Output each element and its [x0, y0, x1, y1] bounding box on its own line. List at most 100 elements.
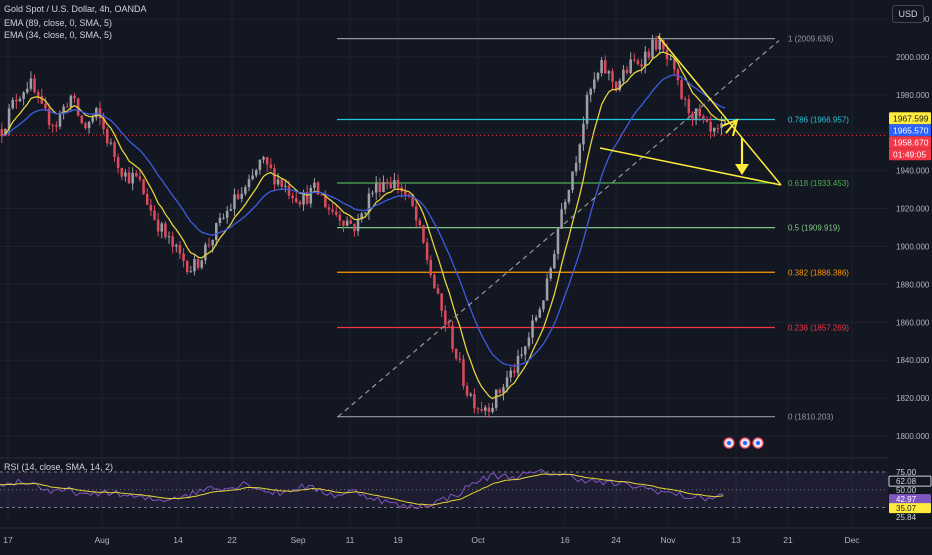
candle-body — [687, 99, 691, 114]
candle-body — [196, 259, 200, 268]
price-label-box — [889, 148, 931, 161]
candle-body — [120, 167, 124, 177]
candle-body — [371, 192, 374, 194]
candle-body — [338, 214, 342, 221]
candles — [0, 32, 727, 418]
candle-body — [236, 194, 240, 199]
candle-body — [244, 187, 247, 194]
candle-body — [156, 219, 160, 232]
candle-body — [309, 187, 313, 204]
candle-body — [473, 394, 476, 409]
candle-body — [200, 260, 204, 268]
grid — [0, 0, 932, 525]
candle-body — [294, 198, 298, 202]
candle-body — [454, 348, 458, 359]
candle-body — [149, 204, 153, 211]
wedge-upper-line — [657, 35, 782, 186]
candle-body — [502, 387, 505, 393]
candle-body — [0, 128, 4, 136]
candle-body — [640, 64, 643, 67]
rsi-tick-label: 62.08 — [896, 477, 917, 486]
candle-body — [229, 209, 233, 211]
time-tick-label: 14 — [173, 535, 183, 545]
candle-body — [527, 337, 531, 347]
fib-level-label: 0.786 (1966.957) — [788, 116, 849, 125]
candle-body — [654, 39, 658, 50]
candle-body — [262, 157, 265, 160]
candle-body — [578, 144, 582, 163]
candle-body — [349, 220, 353, 224]
price-label-text: 1958.670 — [893, 137, 929, 147]
candle-body — [251, 175, 254, 180]
ema34-line — [1, 51, 726, 400]
candle-body — [723, 122, 727, 124]
time-tick-label: 13 — [731, 535, 741, 545]
candle-body — [18, 98, 22, 102]
price-label-text: 1967.599 — [893, 113, 929, 123]
time-tick-label: 11 — [346, 535, 355, 545]
arrow-up-stem — [725, 119, 738, 134]
candle-body — [138, 176, 142, 180]
candle-body — [135, 172, 138, 177]
candle-body — [382, 182, 385, 193]
candle-body — [589, 88, 592, 95]
candle-body — [545, 278, 549, 301]
time-axis[interactable]: 17 Aug 14 22 Sep 11 19 Oct 16 24 Nov 13 21 Dec — [0, 527, 932, 550]
candle-body — [65, 106, 69, 108]
price-tick-label: 1980.000 — [896, 91, 930, 100]
time-tick-label: Aug — [94, 535, 109, 545]
ema89-legend[interactable]: EMA (89, close, 0, SMA, 5) — [4, 18, 113, 28]
price-tick-label: 1920.000 — [896, 205, 930, 214]
drawings[interactable] — [0, 35, 888, 449]
candle-body — [204, 244, 207, 261]
event-flag-dot — [727, 441, 731, 445]
time-tick-label: 17 — [3, 535, 13, 545]
dashed-trend-line — [337, 40, 780, 418]
candle-body — [396, 179, 400, 188]
candle-body — [171, 236, 174, 247]
candle-body — [7, 108, 11, 129]
candle-body — [513, 370, 516, 373]
candle-body — [534, 317, 538, 321]
rsi-ma-line — [0, 473, 724, 506]
candle-body — [614, 81, 618, 91]
rsi-line — [0, 468, 724, 510]
candle-body — [178, 244, 182, 254]
candle-body — [720, 123, 723, 129]
time-tick-label: Sep — [290, 535, 305, 545]
candle-body — [603, 60, 607, 74]
candle-body — [80, 115, 84, 124]
candle-body — [316, 182, 320, 195]
candle-body — [600, 60, 603, 73]
fibonacci-levels[interactable]: 1 (2009.636) 0.786 (1966.957) 0.618 (1933.… — [337, 35, 849, 422]
symbol-title[interactable]: Gold Spot / U.S. Dollar, 4h, OANDA — [4, 4, 147, 14]
rsi-tick-label: 50.00 — [896, 486, 917, 495]
price-tick-label: 1900.000 — [896, 242, 930, 251]
candle-body — [385, 182, 389, 184]
currency-button[interactable]: USD — [892, 5, 924, 23]
candle-body — [422, 225, 425, 243]
ema34-legend[interactable]: EMA (34, close, 0, SMA, 5) — [4, 30, 113, 40]
candle-body — [95, 108, 98, 118]
candle-body — [680, 80, 683, 99]
candle-body — [273, 168, 276, 185]
candle-body — [662, 39, 665, 50]
ema-lines — [1, 51, 726, 400]
candle-body — [175, 244, 178, 247]
candle-body — [40, 95, 44, 104]
rsi-pane[interactable] — [0, 468, 888, 510]
candle-body — [669, 58, 672, 60]
price-axis[interactable]: 1800.000 1820.000 1840.000 1860.000 1880.000… — [888, 0, 932, 550]
fib-level-label: 0.618 (1933.453) — [788, 179, 849, 188]
candle-body — [560, 209, 563, 229]
candle-body — [596, 72, 600, 80]
rsi-legend[interactable]: RSI (14, close, SMA, 14, 2) — [4, 462, 114, 472]
candle-body — [207, 244, 211, 246]
candle-body — [571, 171, 574, 190]
candle-body — [116, 157, 120, 168]
candle-body — [625, 69, 629, 74]
candle-body — [124, 172, 127, 177]
candle-body — [469, 394, 473, 396]
